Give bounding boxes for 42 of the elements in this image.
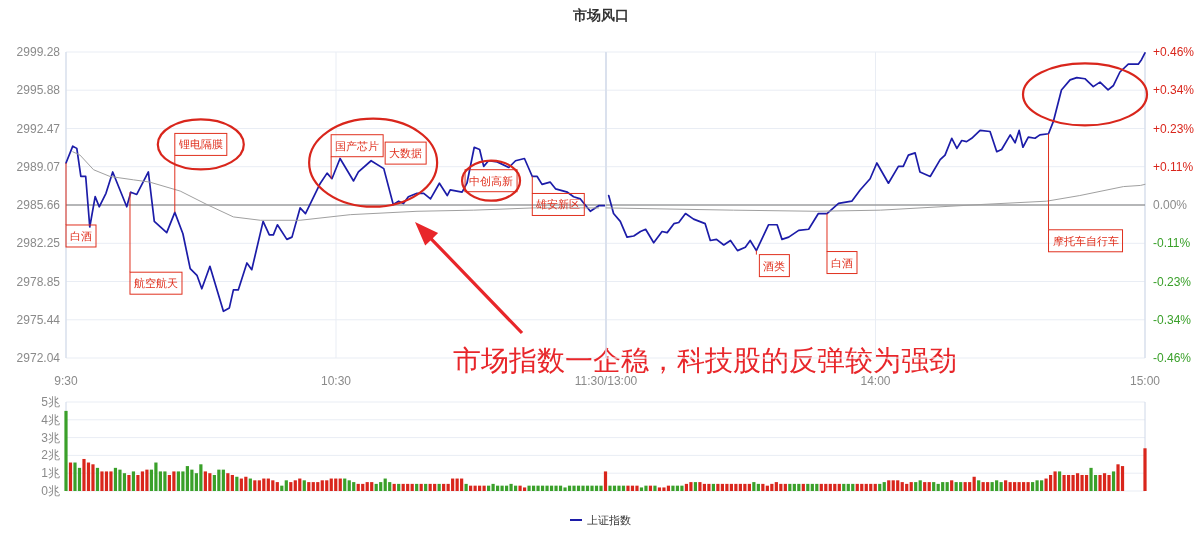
y-tick-label: 2978.85 xyxy=(16,274,61,289)
y-tick-label: 2999.28 xyxy=(16,45,61,59)
text: 0.00% xyxy=(1153,198,1188,212)
y-tick-label: 2975.44 xyxy=(16,312,61,327)
annotation: 酒类 xyxy=(763,259,786,272)
x-tick-label: 11:30/13:00 xyxy=(574,374,638,388)
annotation: 锂电隔膜 xyxy=(177,138,223,151)
text: -0.11% xyxy=(1153,236,1191,251)
x-tick-label: 10:30 xyxy=(320,374,352,388)
y-tick-label: 2982.25 xyxy=(16,236,61,251)
annotation: 白酒 xyxy=(830,256,853,269)
y-tick-label: 0兆 xyxy=(41,484,60,498)
text: +0.23% xyxy=(1153,121,1195,136)
annotation: 雄安新区 xyxy=(535,198,581,211)
annotation: 摩托车自行车 xyxy=(1052,234,1119,247)
annotation: 航空航天 xyxy=(133,277,178,290)
y-tick-label: 3兆 xyxy=(41,430,60,445)
y-tick-label: 4兆 xyxy=(41,412,60,427)
y-tick-label: 2989.07 xyxy=(16,159,61,174)
text: +0.11% xyxy=(1153,159,1194,174)
y-tick-label: 2972.04 xyxy=(16,351,61,365)
y-tick-label: 2985.66 xyxy=(16,198,61,212)
text: -0.46% xyxy=(1153,351,1192,365)
annotation: 中创高新 xyxy=(469,174,514,187)
y-tick-label: 2兆 xyxy=(41,448,60,463)
text: -0.23% xyxy=(1153,274,1192,289)
text: +0.46% xyxy=(1153,45,1195,59)
x-tick-label: 14:00 xyxy=(860,374,891,388)
legend-label: 上证指数 xyxy=(587,514,631,526)
y-tick-label: 2995.88 xyxy=(16,83,61,98)
y-tick-label: 5兆 xyxy=(41,395,60,409)
x-tick-label: 9:30 xyxy=(54,374,78,388)
chart-title: 市场风口 xyxy=(571,7,629,23)
text: +0.34% xyxy=(1153,83,1195,98)
annotation: 市场指数一企稳，科技股的反弹较为强劲 xyxy=(453,345,957,376)
annotation: 白酒 xyxy=(70,229,92,242)
x-tick-label: 15:00 xyxy=(1129,374,1161,388)
annotation: 国产芯片 xyxy=(335,139,380,152)
y-tick-label: 1兆 xyxy=(41,466,60,481)
annotation: 大数据 xyxy=(389,147,423,160)
y-tick-label: 2992.47 xyxy=(16,121,61,136)
text: -0.34% xyxy=(1153,312,1192,327)
